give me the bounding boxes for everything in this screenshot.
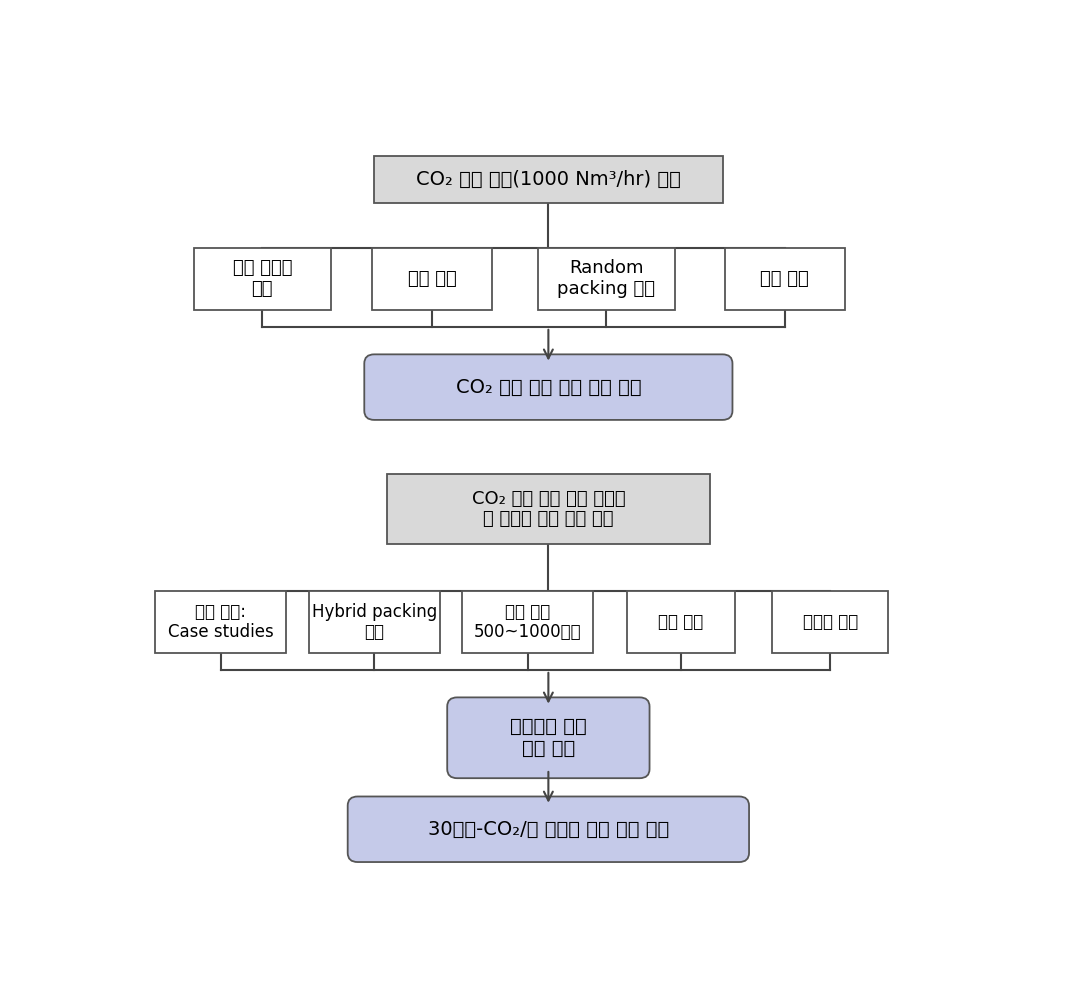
Text: CO₂ 포집 설비(1000 Nm³/hr) 운전: CO₂ 포집 설비(1000 Nm³/hr) 운전 [416, 170, 681, 189]
Text: 공정 보완: 공정 보완 [761, 270, 809, 288]
Text: Hybrid packing
운전: Hybrid packing 운전 [311, 603, 437, 642]
FancyBboxPatch shape [155, 591, 287, 653]
FancyBboxPatch shape [194, 248, 331, 310]
FancyBboxPatch shape [374, 156, 722, 203]
FancyBboxPatch shape [538, 248, 675, 310]
FancyBboxPatch shape [447, 697, 649, 778]
FancyBboxPatch shape [372, 248, 492, 310]
FancyBboxPatch shape [724, 248, 845, 310]
FancyBboxPatch shape [386, 474, 710, 544]
Text: 가압 운전: 가압 운전 [408, 270, 457, 288]
Text: 장기 운전
500~1000시간: 장기 운전 500~1000시간 [474, 603, 581, 642]
Text: 최적운전 설계
자료 도출: 최적운전 설계 자료 도출 [510, 718, 586, 758]
Text: 경제성 평가: 경제성 평가 [802, 613, 858, 631]
FancyBboxPatch shape [462, 591, 593, 653]
FancyBboxPatch shape [773, 591, 888, 653]
FancyBboxPatch shape [348, 797, 749, 862]
FancyBboxPatch shape [309, 591, 440, 653]
FancyBboxPatch shape [627, 591, 735, 653]
Text: 공정 모사:
Case studies: 공정 모사: Case studies [168, 603, 274, 642]
Text: 30만톤-CO₂/년 상용화 설비 기본 설계: 30만톤-CO₂/년 상용화 설비 기본 설계 [428, 820, 669, 839]
FancyBboxPatch shape [364, 354, 733, 420]
Text: CO₂ 포집 설비 운전 자료 도출: CO₂ 포집 설비 운전 자료 도출 [456, 377, 641, 397]
Text: 공정 보완: 공정 보완 [658, 613, 704, 631]
Text: CO₂ 포집 설비 운전 최적화
및 상용화 설비 기본 설계: CO₂ 포집 설비 운전 최적화 및 상용화 설비 기본 설계 [472, 490, 625, 529]
Text: 공정 모사기
개발: 공정 모사기 개발 [232, 259, 292, 298]
Text: Random
packing 운전: Random packing 운전 [557, 259, 656, 298]
